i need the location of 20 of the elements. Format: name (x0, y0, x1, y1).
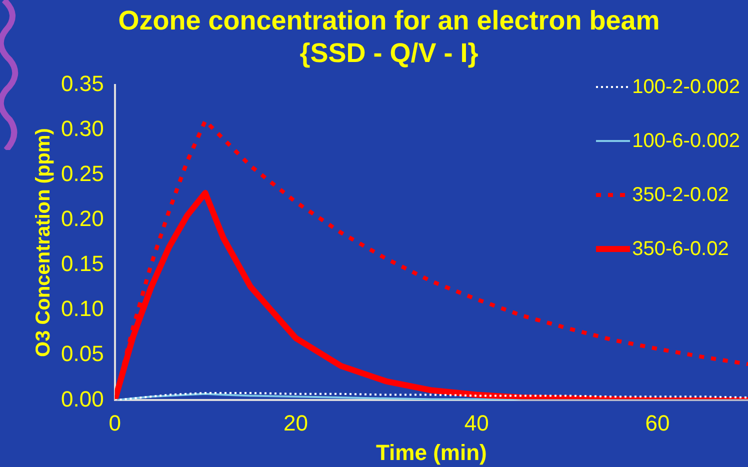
legend-label: 100-6-0.002 (632, 130, 740, 152)
y-axis-title: O3 Concentration (ppm) (32, 128, 55, 357)
x-tick-label: 40 (464, 410, 489, 436)
legend-label: 350-6-0.02 (632, 238, 729, 260)
x-axis-title: Time (min) (376, 440, 487, 465)
legend-label: 350-2-0.02 (632, 184, 729, 206)
y-tick-label: 0.00 (60, 386, 104, 412)
x-tick-label: 60 (645, 410, 670, 436)
y-tick-label: 0.25 (60, 160, 104, 186)
y-tick-label: 0.35 (60, 70, 104, 96)
y-tick-label: 0.30 (60, 116, 104, 141)
y-tick-label: 0.05 (60, 341, 104, 366)
chart-subtitle: {SSD - Q/V - I} (300, 38, 479, 68)
x-tick-label: 20 (283, 410, 308, 436)
y-tick-label: 0.15 (60, 251, 104, 276)
y-tick-label: 0.20 (60, 206, 104, 232)
legend-label: 100-2-0.002 (632, 76, 740, 98)
y-tick-label: 0.10 (60, 296, 104, 322)
x-tick-label: 0 (108, 410, 121, 436)
chart-title: Ozone concentration for an electron beam (118, 6, 660, 36)
